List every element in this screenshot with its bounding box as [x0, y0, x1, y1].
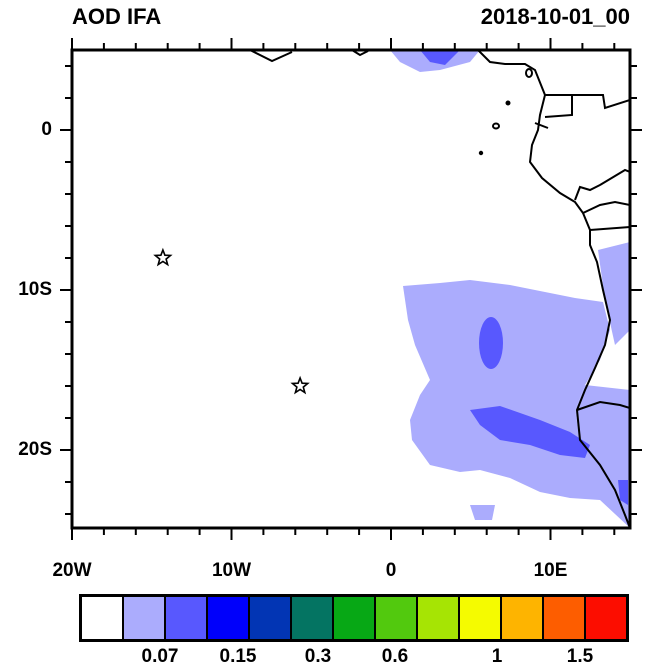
island: [478, 150, 484, 156]
colorbar-box: [418, 597, 460, 639]
map-frame: [70, 48, 632, 530]
country-border: [534, 94, 630, 411]
colorbar-label: 0.15: [219, 646, 257, 667]
x-tick-label: 0: [385, 560, 397, 581]
plot-title-right: 2018-10-01_00: [480, 4, 630, 29]
aod-contour-0.07: [575, 385, 630, 520]
y-tick-label: 20S: [18, 439, 52, 460]
y-tick-label: 10S: [18, 279, 52, 300]
colorbar-box: [502, 597, 544, 639]
aod-contour-0.1: [470, 406, 590, 458]
colorbar-box: [292, 597, 334, 639]
island: [525, 68, 533, 78]
colorbar-box: [460, 597, 502, 639]
station-markers: [153, 247, 310, 395]
aod-contour-0.1: [479, 317, 503, 369]
africa-coastline: [249, 50, 630, 528]
plot-title-left: AOD IFA: [72, 4, 162, 29]
island: [492, 122, 500, 130]
island: [505, 100, 511, 106]
colorbar-label: 1: [491, 646, 503, 667]
star-marker-icon: [290, 375, 310, 395]
aod-contour-0.07: [598, 242, 630, 345]
y-tick-label: 0: [41, 119, 52, 140]
colorbar: [79, 594, 629, 642]
star-marker-icon: [153, 247, 173, 267]
colorbar-box: [334, 597, 376, 639]
aod-contour-0.1: [420, 50, 460, 65]
colorbar-box: [586, 597, 626, 639]
x-tick-label: 10E: [533, 560, 568, 581]
colorbar-box: [544, 597, 586, 639]
x-tick-label: 20W: [52, 560, 92, 581]
aod-contour-0.07: [470, 505, 495, 520]
colorbar-label: 0.07: [141, 646, 179, 667]
aod-contour-0.1: [618, 480, 628, 505]
colorbar-box: [124, 597, 166, 639]
colorbar-box: [166, 597, 208, 639]
colorbar-box: [250, 597, 292, 639]
x-tick-label: 10W: [211, 560, 252, 581]
coastlines: [249, 50, 630, 528]
colorbar-label: 0.3: [304, 646, 332, 667]
aod-shading: [390, 50, 630, 528]
colorbar-label: 1.5: [566, 646, 594, 667]
aod-contour-0.07: [403, 280, 630, 528]
colorbar-box: [208, 597, 250, 639]
colorbar-box: [82, 597, 124, 639]
colorbar-box: [376, 597, 418, 639]
colorbar-label: 0.6: [381, 646, 409, 667]
